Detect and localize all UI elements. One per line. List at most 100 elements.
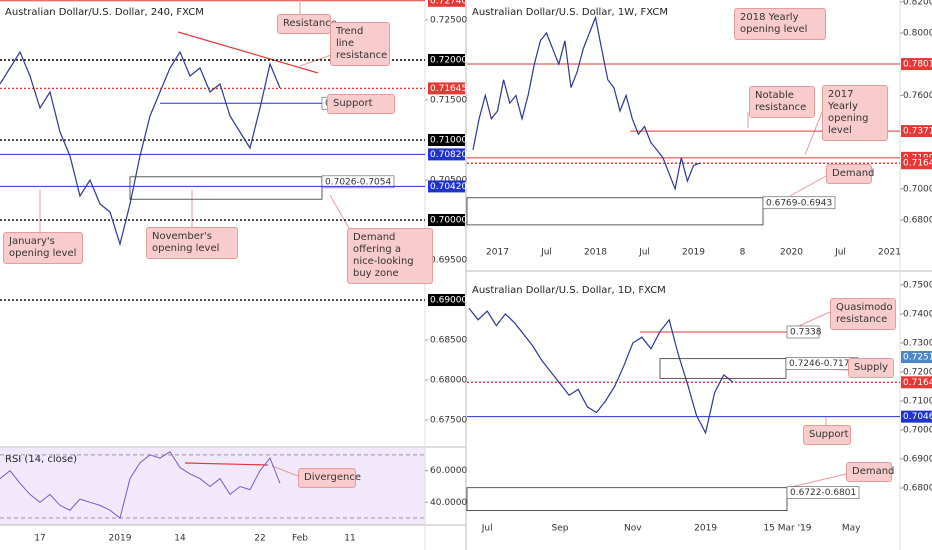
x-tick-label: Feb <box>292 534 308 544</box>
level-label: 0.70420 <box>430 182 467 192</box>
price-line <box>468 307 734 435</box>
y-tick-label: 0.70000 <box>903 184 932 194</box>
y-tick-label: 0.68000 <box>430 376 467 386</box>
level-label: 0.7338 <box>790 327 822 337</box>
level-label: 0.71000 <box>430 136 467 146</box>
x-tick-label: 15 Mar '19 <box>763 524 811 534</box>
level-label: 0.71645 <box>903 378 932 388</box>
annotation: Demand offering a nice-looking buy zone <box>347 228 433 284</box>
level-label: 0.71645 <box>430 84 467 94</box>
annotation: Support <box>803 425 851 445</box>
price-line <box>0 50 281 247</box>
annotation: Quasimodo resistance <box>830 298 896 330</box>
divergence-line <box>184 462 269 466</box>
rsi-title: RSI (14, close) <box>5 454 77 465</box>
zone-label: 0.6722-0.6801 <box>790 488 856 498</box>
level-label-box <box>428 294 465 307</box>
annotation: November's opening level <box>146 227 238 259</box>
level-label-box <box>901 376 932 389</box>
level-label: 0.72516 <box>903 353 932 363</box>
x-tick-label: 22 <box>254 534 265 544</box>
pointer <box>786 473 847 489</box>
annotation: 2017 Yearly opening level <box>822 85 888 141</box>
zone-label: 0.7246-0.7178 <box>789 359 856 369</box>
x-tick-label: 2019 <box>694 524 717 534</box>
x-tick-label: Nov <box>624 524 642 534</box>
level-label: 0.72740 <box>430 0 467 6</box>
x-tick-label: 2021 <box>878 248 901 258</box>
level-label: 0.70460 <box>903 412 932 422</box>
pointer <box>804 111 823 156</box>
y-tick-label: 0.69000 <box>903 454 932 464</box>
level-label: 0.70000 <box>430 216 467 226</box>
annotation: Trend line resistance <box>330 22 390 66</box>
y-tick-label: 0.67500 <box>430 416 467 426</box>
x-tick-label: Jul <box>540 248 552 258</box>
annotation: Demand <box>826 164 874 184</box>
level-label-box <box>428 82 465 95</box>
level-label-box <box>428 54 465 67</box>
chart-title: Australian Dollar/U.S. Dollar, 240, FXCM <box>5 7 204 18</box>
y-tick-label: 0.69500 <box>430 256 467 266</box>
zone-label: 0.6769-0.6943 <box>766 198 832 208</box>
y-tick-label: 0.72000 <box>903 367 932 377</box>
y-tick-label: 0.68000 <box>903 483 932 493</box>
x-tick-label: 8 <box>740 248 746 258</box>
zone <box>129 176 323 200</box>
level-label: 0.69000 <box>430 296 467 306</box>
pointer <box>271 465 299 477</box>
zone <box>466 487 788 512</box>
price-line <box>472 15 700 192</box>
x-tick-label: 17 <box>34 534 45 544</box>
zone-label-box <box>321 175 395 189</box>
x-tick-label: May <box>842 524 861 534</box>
zone <box>466 197 764 226</box>
chart-title: Australian Dollar/U.S. Dollar, 1D, FXCM <box>472 285 666 296</box>
zone-label: 0.7026-0.7054 <box>325 177 392 187</box>
level-label: 0.72000 <box>430 56 467 66</box>
chart-title: Australian Dollar/U.S. Dollar, 1W, FXCM <box>472 7 668 18</box>
y-tick-label: 60.0000 <box>430 466 467 476</box>
annotation: 2018 Yearly opening level <box>734 8 826 40</box>
y-tick-label: 0.71500 <box>430 96 467 106</box>
x-tick-label: 14 <box>174 534 186 544</box>
level-label-box <box>901 125 932 138</box>
x-tick-label: Jul <box>481 524 493 534</box>
zone-label-box <box>786 486 860 499</box>
x-tick-label: 2020 <box>780 248 803 258</box>
level-label: 0.71645 <box>903 159 932 169</box>
level-label-box <box>786 325 820 339</box>
y-tick-label: 0.68000 <box>903 216 932 226</box>
pointer <box>789 175 827 197</box>
x-tick-label: 2019 <box>682 248 705 258</box>
level-label-box <box>901 351 932 364</box>
zone-label-box <box>762 196 836 210</box>
rsi-line <box>0 451 281 519</box>
y-tick-label: 40.0000 <box>430 498 467 508</box>
x-tick-label: Jul <box>834 248 846 258</box>
annotation: Notable resistance <box>749 86 815 118</box>
y-tick-label: 0.72500 <box>430 16 467 26</box>
annotation: Resistance <box>277 14 337 34</box>
annotation: January's opening level <box>3 232 83 264</box>
level-label-box <box>428 180 465 193</box>
annotation: Support <box>327 94 395 114</box>
level-label-box <box>901 58 932 71</box>
pointer <box>329 194 351 231</box>
y-tick-label: 0.71000 <box>903 396 932 406</box>
level-label-box <box>428 214 465 227</box>
x-tick-label: 11 <box>344 534 355 544</box>
x-tick-label: 2019 <box>109 534 132 544</box>
trend-line <box>177 31 319 74</box>
level-label-box <box>428 134 465 147</box>
x-tick-label: Jul <box>638 248 650 258</box>
